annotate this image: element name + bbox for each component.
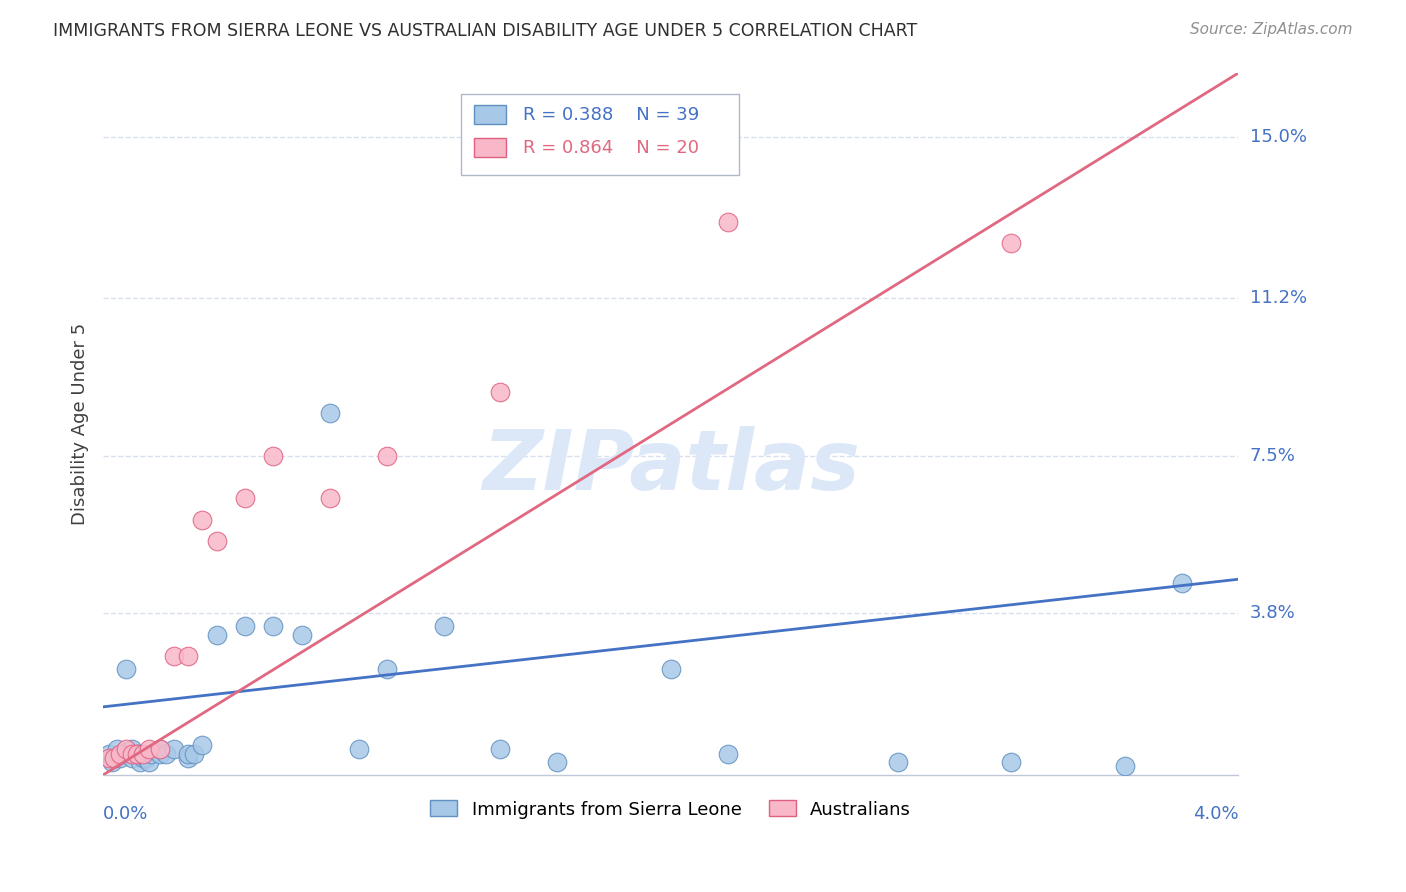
- Point: [129, 755, 152, 769]
- Point: [1000, 236, 1022, 251]
- Y-axis label: Disability Age Under 5: Disability Age Under 5: [72, 323, 89, 525]
- Point: [205, 533, 228, 548]
- Point: [121, 751, 143, 765]
- Point: [1114, 759, 1136, 773]
- Point: [127, 747, 149, 761]
- Text: Source: ZipAtlas.com: Source: ZipAtlas.com: [1189, 22, 1353, 37]
- Point: [149, 742, 172, 756]
- Bar: [461, 94, 740, 175]
- Point: [546, 755, 568, 769]
- Point: [97, 747, 120, 761]
- Point: [105, 742, 128, 756]
- Point: [121, 747, 143, 761]
- Point: [375, 662, 398, 676]
- Point: [262, 449, 284, 463]
- Text: 0.0%: 0.0%: [103, 805, 149, 823]
- Point: [141, 747, 163, 761]
- Point: [177, 648, 200, 663]
- Point: [97, 751, 120, 765]
- Point: [155, 747, 177, 761]
- Point: [489, 385, 512, 400]
- Text: 11.2%: 11.2%: [1250, 289, 1306, 308]
- Point: [108, 747, 131, 761]
- Point: [1000, 755, 1022, 769]
- Point: [716, 215, 738, 229]
- Point: [149, 742, 172, 756]
- Point: [716, 747, 738, 761]
- Point: [291, 627, 314, 641]
- Point: [319, 406, 342, 420]
- Text: R = 0.388    N = 39: R = 0.388 N = 39: [523, 106, 699, 124]
- Point: [205, 627, 228, 641]
- Point: [135, 751, 157, 765]
- Text: 3.8%: 3.8%: [1250, 604, 1295, 623]
- Text: IMMIGRANTS FROM SIERRA LEONE VS AUSTRALIAN DISABILITY AGE UNDER 5 CORRELATION CH: IMMIGRANTS FROM SIERRA LEONE VS AUSTRALI…: [53, 22, 918, 40]
- Point: [489, 742, 512, 756]
- Point: [177, 747, 200, 761]
- Text: 4.0%: 4.0%: [1192, 805, 1239, 823]
- Point: [163, 742, 186, 756]
- Point: [149, 747, 172, 761]
- Point: [233, 619, 256, 633]
- Point: [433, 619, 456, 633]
- Point: [127, 747, 149, 761]
- Text: ZIPatlas: ZIPatlas: [482, 425, 859, 507]
- Point: [233, 491, 256, 506]
- Point: [375, 449, 398, 463]
- Point: [191, 738, 214, 752]
- Bar: [474, 104, 506, 124]
- Point: [114, 662, 136, 676]
- Point: [103, 751, 125, 765]
- Point: [262, 619, 284, 633]
- Point: [659, 662, 682, 676]
- Point: [138, 755, 160, 769]
- Point: [887, 755, 910, 769]
- Bar: [474, 137, 506, 157]
- Text: 7.5%: 7.5%: [1250, 447, 1295, 465]
- Point: [183, 747, 205, 761]
- Point: [319, 491, 342, 506]
- Point: [108, 751, 131, 765]
- Point: [163, 648, 186, 663]
- Point: [121, 742, 143, 756]
- Point: [177, 751, 200, 765]
- Point: [111, 747, 134, 761]
- Legend: Immigrants from Sierra Leone, Australians: Immigrants from Sierra Leone, Australian…: [430, 800, 911, 819]
- Point: [1170, 576, 1192, 591]
- Text: R = 0.864    N = 20: R = 0.864 N = 20: [523, 139, 699, 157]
- Point: [114, 742, 136, 756]
- Point: [138, 742, 160, 756]
- Point: [132, 747, 155, 761]
- Point: [103, 751, 125, 765]
- Text: 15.0%: 15.0%: [1250, 128, 1306, 145]
- Point: [132, 751, 155, 765]
- Point: [100, 755, 122, 769]
- Point: [347, 742, 370, 756]
- Point: [191, 513, 214, 527]
